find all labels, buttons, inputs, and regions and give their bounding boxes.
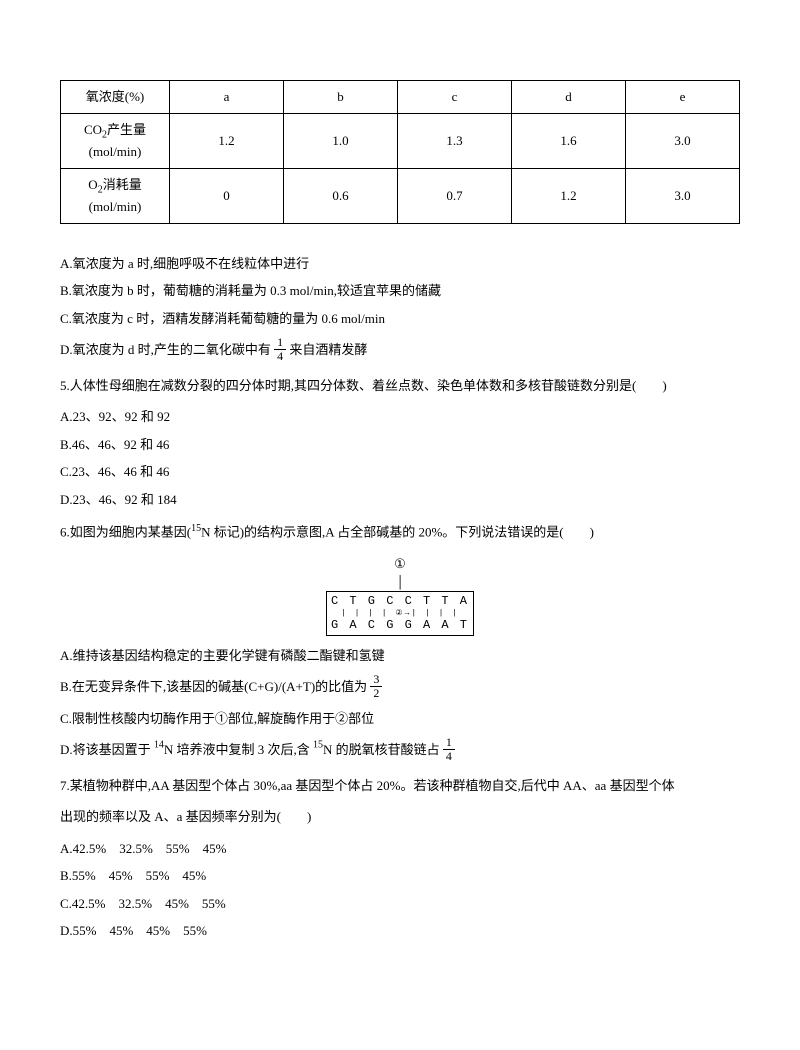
dna-structure: C T G C C T T A | | | | ②→| | | | G A C … (326, 591, 474, 635)
superscript: 15 (313, 739, 323, 750)
cell: 1.3 (398, 113, 512, 168)
q4-option-b: B.氧浓度为 b 时，葡萄糖的消耗量为 0.3 mol/min,较适宜苹果的储藏 (60, 281, 740, 301)
text: 产生量 (107, 122, 146, 137)
text: CO (84, 122, 102, 137)
q5-option-a: A.23、92、92 和 92 (60, 407, 740, 427)
q5-option-b: B.46、46、92 和 46 (60, 435, 740, 455)
q7-option-b: B.55% 45% 55% 45% (60, 866, 740, 886)
cell: 1.6 (512, 113, 626, 168)
denominator: 2 (370, 687, 382, 700)
cell: 1.2 (512, 168, 626, 223)
dna-top-strand: C T G C C T T A (331, 594, 469, 608)
text: D.氧浓度为 d 时,产生的二氧化碳中有 (60, 342, 271, 357)
superscript: 14 (154, 739, 164, 750)
q6-stem: 6.如图为细胞内某基因(15N 标记)的结构示意图,A 占全部碱基的 20%。下… (60, 521, 740, 542)
fraction: 1 4 (443, 736, 455, 763)
superscript: 15 (191, 523, 201, 534)
q6-option-d: D.将该基因置于 14N 培养液中复制 3 次后,含 15N 的脱氧核苷酸链占 … (60, 736, 740, 763)
dna-diagram: ① │ C T G C C T T A | | | | ②→| | | | G … (60, 554, 740, 636)
text: N 的脱氧核苷酸链占 (323, 742, 440, 757)
cell: 3.0 (626, 113, 740, 168)
q7-stem-line1: 7.某植物种群中,AA 基因型个体占 30%,aa 基因型个体占 20%。若该种… (60, 776, 740, 796)
denominator: 4 (443, 750, 455, 763)
text: D.将该基因置于 (60, 742, 154, 757)
cell: 0 (170, 168, 284, 223)
arrow-down-icon: │ (326, 573, 474, 591)
cell-header: CO2产生量 (mol/min) (61, 113, 170, 168)
denominator: 4 (274, 350, 286, 363)
q5-option-d: D.23、46、92 和 184 (60, 490, 740, 510)
cell: d (512, 81, 626, 114)
text: N 培养液中复制 3 次后,含 (164, 742, 313, 757)
cell: c (398, 81, 512, 114)
text: 来自酒精发酵 (289, 342, 367, 357)
cell: a (170, 81, 284, 114)
q6-option-b: B.在无变异条件下,该基因的碱基(C+G)/(A+T)的比值为 3 2 (60, 673, 740, 700)
q4-option-a: A.氧浓度为 a 时,细胞呼吸不在线粒体中进行 (60, 254, 740, 274)
q4-option-d: D.氧浓度为 d 时,产生的二氧化碳中有 1 4 来自酒精发酵 (60, 336, 740, 363)
label-1: ① (326, 554, 474, 574)
cell-header: O2消耗量 (mol/min) (61, 168, 170, 223)
cell: 1.0 (284, 113, 398, 168)
dna-bonds: | | | | ②→| | | | (331, 609, 469, 619)
numerator: 1 (274, 336, 286, 350)
numerator: 3 (370, 673, 382, 687)
numerator: 1 (443, 736, 455, 750)
text: O (88, 177, 97, 192)
text: N 标记)的结构示意图,A 占全部碱基的 20%。下列说法错误的是( ) (201, 524, 594, 539)
q7-option-a: A.42.5% 32.5% 55% 45% (60, 839, 740, 859)
q7-option-c: C.42.5% 32.5% 45% 55% (60, 894, 740, 914)
text: (mol/min) (89, 199, 142, 214)
fraction: 3 2 (370, 673, 382, 700)
circled-number: ① (394, 556, 406, 571)
dna-bottom-strand: G A C G G A A T (331, 618, 469, 632)
q5-option-c: C.23、46、46 和 46 (60, 462, 740, 482)
table-row: O2消耗量 (mol/min) 0 0.6 0.7 1.2 3.0 (61, 168, 740, 223)
q7-stem-line2: 出现的频率以及 A、a 基因频率分别为( ) (60, 807, 740, 827)
text: 6.如图为细胞内某基因( (60, 524, 191, 539)
cell: b (284, 81, 398, 114)
q5-stem: 5.人体性母细胞在减数分裂的四分体时期,其四分体数、着丝点数、染色单体数和多核苷… (60, 376, 740, 396)
cell: 0.7 (398, 168, 512, 223)
q7-option-d: D.55% 45% 45% 55% (60, 921, 740, 941)
table-row: 氧浓度(%) a b c d e (61, 81, 740, 114)
circled-number: ② (395, 609, 404, 618)
text: 消耗量 (103, 177, 142, 192)
text: B.在无变异条件下,该基因的碱基(C+G)/(A+T)的比值为 (60, 679, 367, 694)
cell: 1.2 (170, 113, 284, 168)
cell: e (626, 81, 740, 114)
fraction: 1 4 (274, 336, 286, 363)
text: (mol/min) (89, 144, 142, 159)
cell: 3.0 (626, 168, 740, 223)
cell-header: 氧浓度(%) (61, 81, 170, 114)
q6-option-a: A.维持该基因结构稳定的主要化学键有磷酸二酯键和氢键 (60, 646, 740, 666)
cell: 0.6 (284, 168, 398, 223)
q6-option-c: C.限制性核酸内切酶作用于①部位,解旋酶作用于②部位 (60, 709, 740, 729)
q4-option-c: C.氧浓度为 c 时，酒精发酵消耗葡萄糖的量为 0.6 mol/min (60, 309, 740, 329)
data-table: 氧浓度(%) a b c d e CO2产生量 (mol/min) 1.2 1.… (60, 80, 740, 224)
table-row: CO2产生量 (mol/min) 1.2 1.0 1.3 1.6 3.0 (61, 113, 740, 168)
